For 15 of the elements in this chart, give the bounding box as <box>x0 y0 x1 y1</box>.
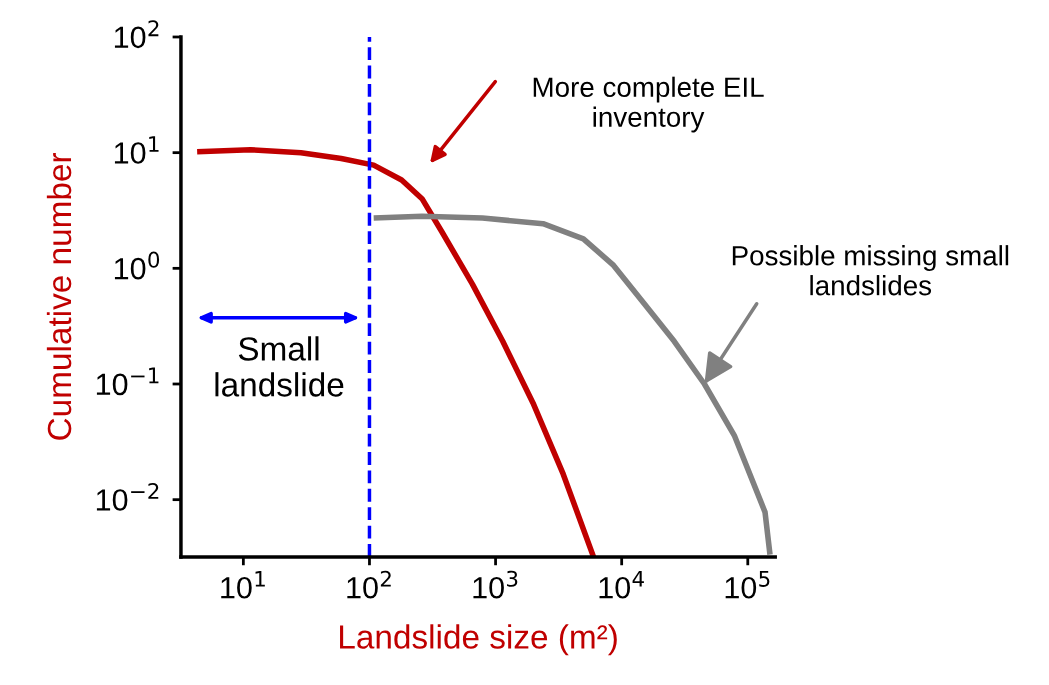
annotation: Possible missing small landslides <box>732 245 1009 296</box>
x-tick-label: 10$^{2}$ <box>347 570 391 599</box>
y-tick-label: 10$^{0}$ <box>114 251 160 280</box>
y-axis-title: Cumulative number <box>46 152 72 440</box>
x-tick-label: 10$^{3}$ <box>473 570 518 599</box>
x-tick-label: 10$^{4}$ <box>599 570 644 599</box>
annotation: More complete EIL inventory <box>533 76 764 133</box>
x-axis-title: Landslide size (m²) <box>340 624 617 656</box>
y-tick-label: 10$^{2}$ <box>114 20 159 49</box>
x-tick-label: 10$^{1}$ <box>221 570 265 599</box>
y-tick-label: 10$^{−1}$ <box>96 367 159 396</box>
annotation: Small landslide <box>215 336 344 397</box>
x-tick-label: 10$^{5}$ <box>725 570 770 599</box>
y-tick-label: 10$^{1}$ <box>114 136 159 164</box>
y-tick-label: 10$^{−2}$ <box>96 482 159 511</box>
